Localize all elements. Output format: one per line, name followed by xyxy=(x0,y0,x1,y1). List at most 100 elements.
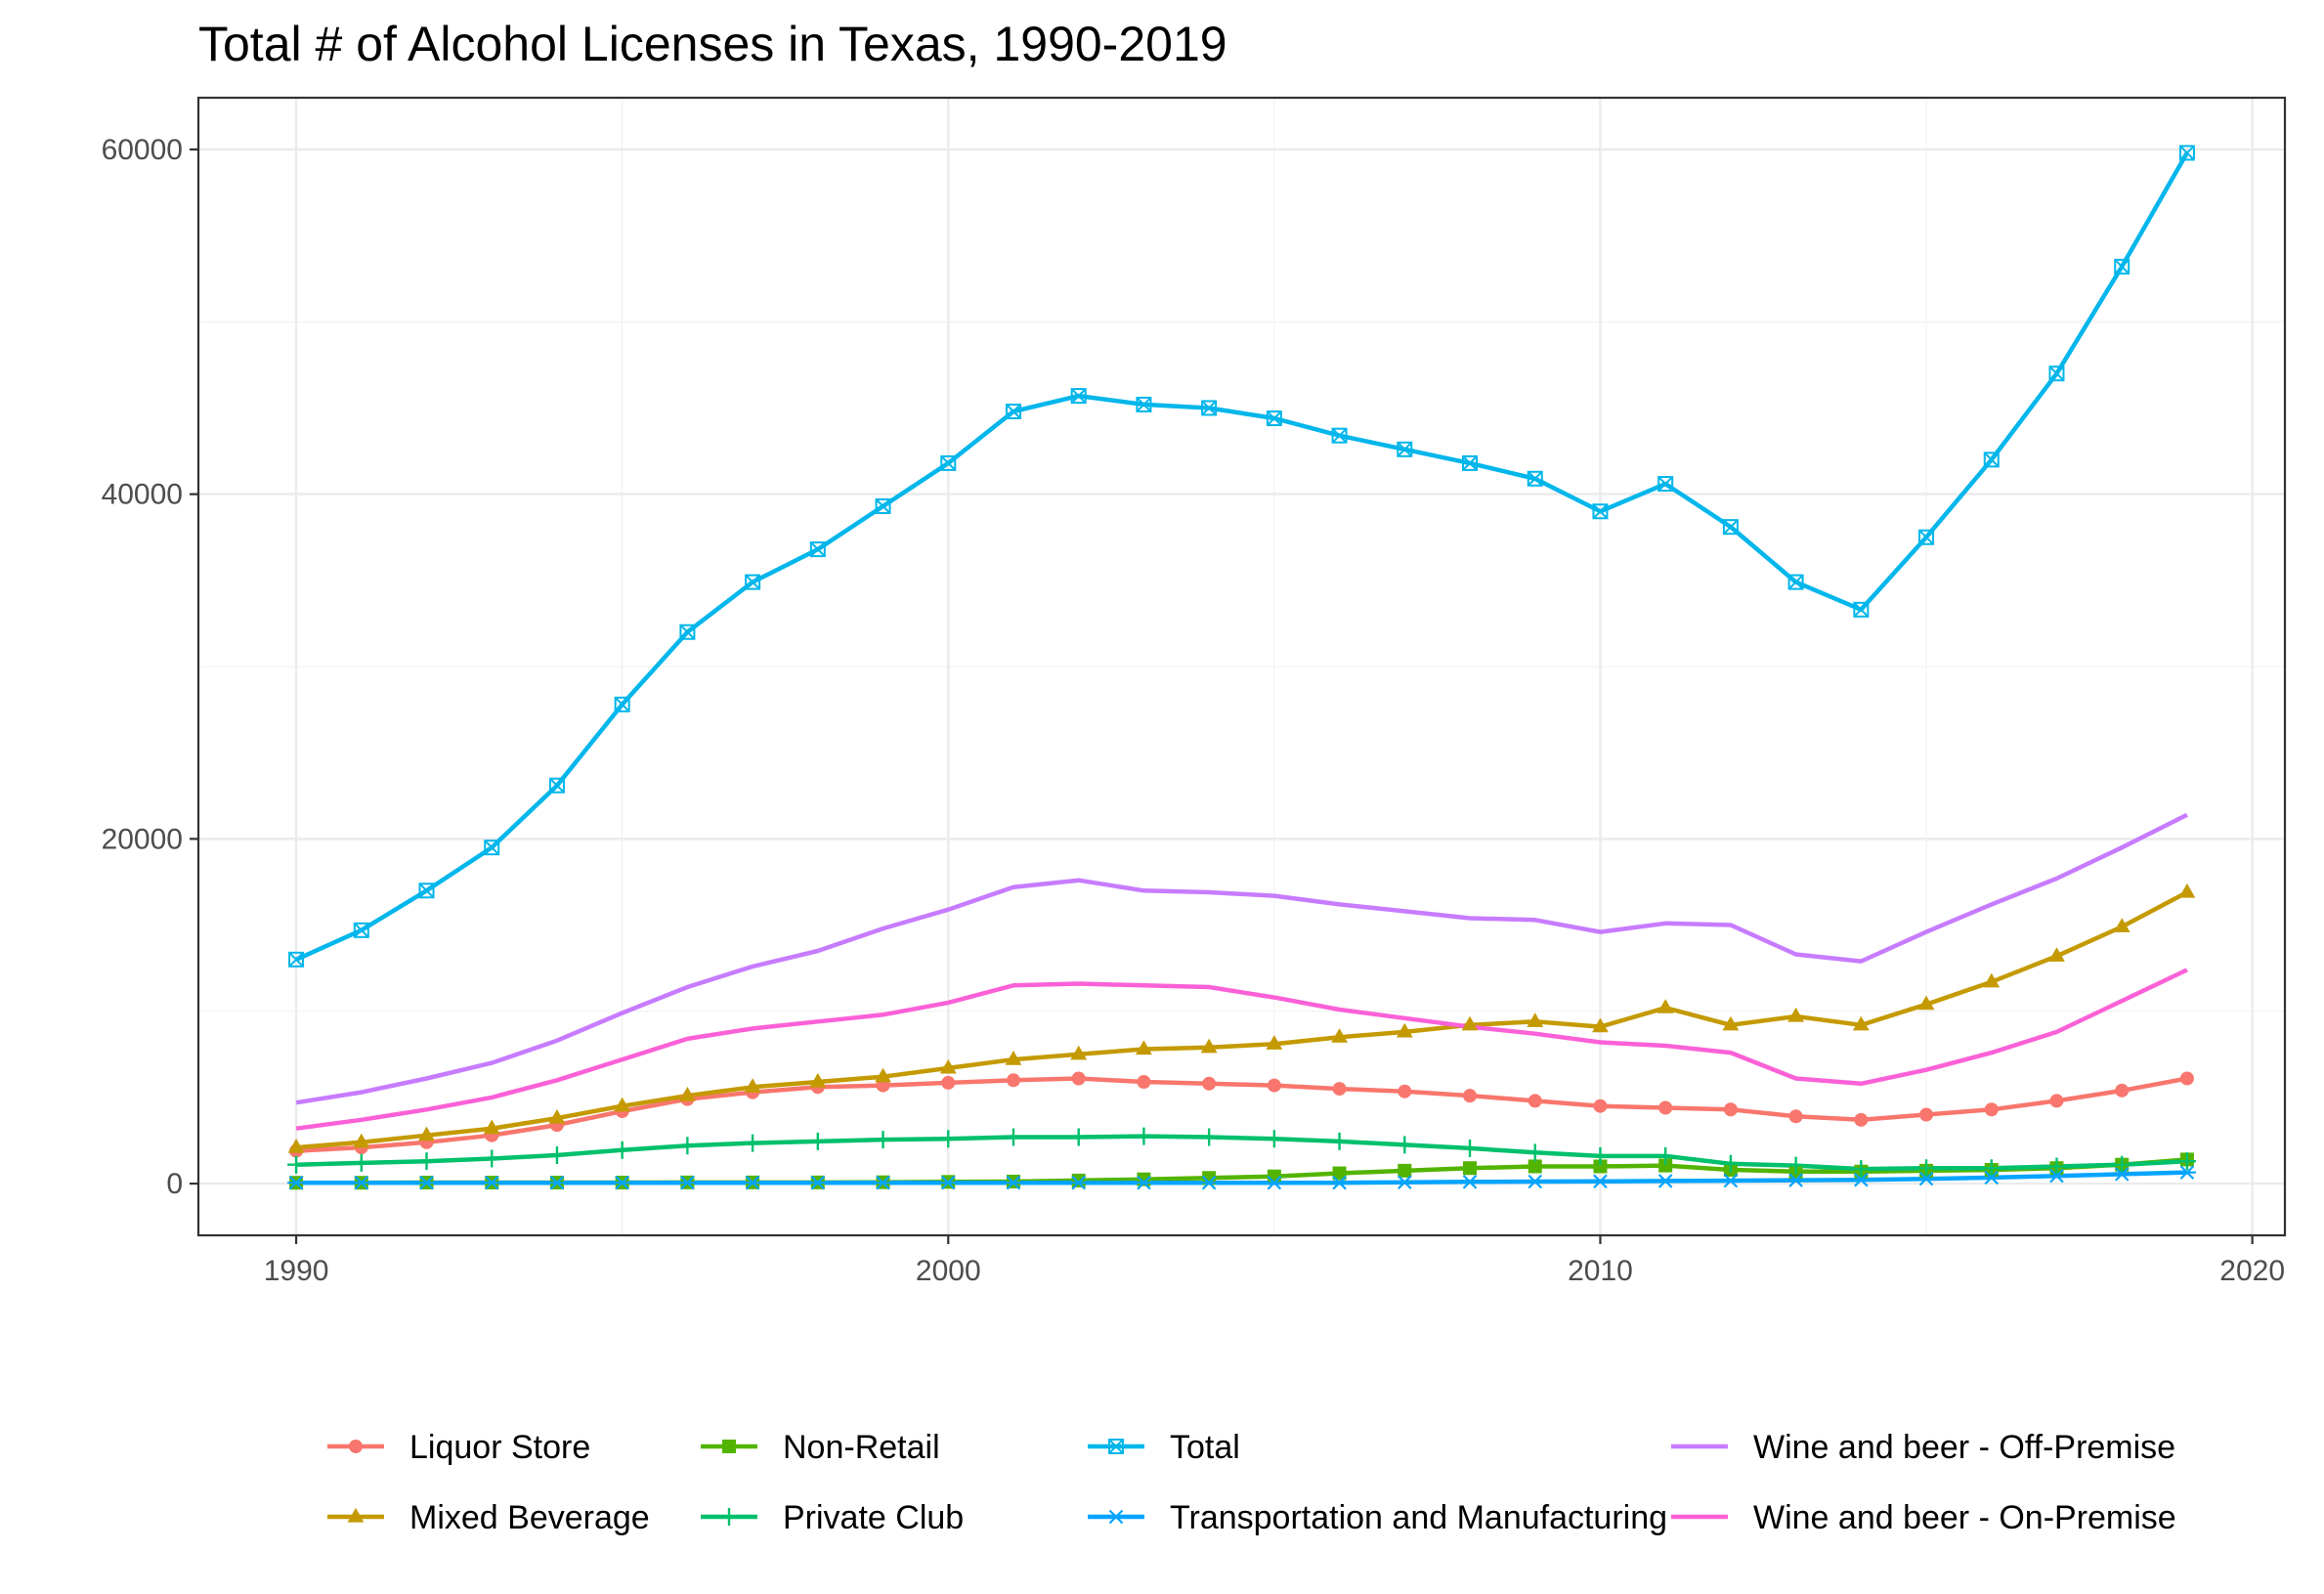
legend-key-marker xyxy=(349,1440,363,1453)
data-point-4-22 xyxy=(1722,519,1739,536)
data-point-5-7 xyxy=(744,1175,762,1190)
data-point-5-9 xyxy=(874,1175,892,1190)
data-point-1-21 xyxy=(1657,999,1674,1013)
y-tick-label: 20000 xyxy=(102,823,183,855)
data-point-1-4 xyxy=(548,1108,566,1124)
data-point-3-5 xyxy=(613,1141,631,1159)
data-point-4-16 xyxy=(1331,427,1348,444)
data-point-4-28 xyxy=(2114,258,2130,275)
data-point-3-3 xyxy=(483,1149,501,1168)
data-point-4-0 xyxy=(288,951,305,968)
data-point-4-26 xyxy=(1983,452,2000,468)
x-tick-label: 2020 xyxy=(2219,1255,2285,1287)
data-point-1-11 xyxy=(1005,1051,1022,1065)
data-point-5-2 xyxy=(417,1175,436,1190)
legend: Liquor Store Mixed Beverage Non-Retail Priv… xyxy=(327,1429,2176,1536)
data-point-1-0 xyxy=(287,1138,305,1153)
data-point-4-24 xyxy=(1853,601,1870,618)
data-point-4-21 xyxy=(1657,476,1674,493)
data-point-1-26 xyxy=(1983,972,2001,988)
data-point-2-18 xyxy=(1463,1161,1478,1176)
data-point-4-10 xyxy=(940,454,957,471)
data-point-0-29 xyxy=(2179,1071,2194,1086)
axis-labels: 1990 2000 2010 2020 0 20000 40000 60000 xyxy=(102,134,2285,1287)
data-point-3-26 xyxy=(1982,1159,2001,1178)
legend-item: Liquor Store xyxy=(327,1429,590,1466)
data-point-4-14 xyxy=(1201,400,1218,416)
data-point-4-18 xyxy=(1462,454,1479,471)
legend-key-marker xyxy=(347,1507,365,1523)
data-point-5-4 xyxy=(547,1175,566,1190)
data-point-5-28 xyxy=(2113,1167,2131,1182)
data-point-5-10 xyxy=(939,1175,958,1190)
data-point-1-9 xyxy=(875,1067,891,1083)
legend-item: Non-Retail xyxy=(701,1429,940,1466)
data-point-5-14 xyxy=(1200,1175,1219,1190)
data-point-5-22 xyxy=(1721,1173,1740,1188)
legend-label: Private Club xyxy=(783,1499,964,1536)
data-point-0-11 xyxy=(1006,1073,1020,1088)
data-point-5-21 xyxy=(1657,1174,1675,1188)
data-point-2-15 xyxy=(1267,1169,1281,1184)
data-point-5-11 xyxy=(1004,1175,1022,1190)
legend-item: Wine and beer - On-Premise xyxy=(1671,1499,2176,1536)
data-point-1-6 xyxy=(678,1087,696,1101)
data-point-1-23 xyxy=(1787,1007,1805,1022)
data-point-1-14 xyxy=(1200,1038,1218,1054)
data-point-1-18 xyxy=(1461,1015,1479,1031)
data-point-0-19 xyxy=(1528,1094,1542,1108)
legend-label: Wine and beer - Off-Premise xyxy=(1753,1429,2175,1466)
data-point-2-20 xyxy=(1593,1159,1608,1174)
data-point-1-24 xyxy=(1852,1015,1870,1031)
data-point-2-17 xyxy=(1398,1163,1412,1178)
data-point-4-29 xyxy=(2178,145,2195,161)
series-line-7 xyxy=(295,968,2188,1131)
chart-title: Total # of Alcohol Licenses in Texas, 19… xyxy=(198,17,1227,71)
data-point-3-25 xyxy=(1917,1159,1936,1178)
data-point-5-19 xyxy=(1526,1174,1544,1189)
data-point-4-23 xyxy=(1787,574,1804,590)
data-point-3-14 xyxy=(1200,1128,1219,1146)
data-point-5-15 xyxy=(1265,1175,1283,1190)
data-point-0-20 xyxy=(1593,1099,1608,1113)
data-point-4-6 xyxy=(679,624,696,640)
legend-item: Transportation and Manufacturing xyxy=(1088,1499,1667,1536)
data-point-1-8 xyxy=(809,1072,827,1088)
data-point-4-8 xyxy=(809,541,826,558)
legend-item: Mixed Beverage xyxy=(327,1499,650,1536)
data-point-1-17 xyxy=(1396,1022,1413,1038)
data-point-3-18 xyxy=(1461,1139,1480,1157)
data-point-4-11 xyxy=(1005,403,1021,419)
data-point-3-16 xyxy=(1330,1132,1349,1150)
data-point-0-13 xyxy=(1137,1075,1151,1090)
data-point-4-19 xyxy=(1527,470,1543,487)
data-point-4-1 xyxy=(353,922,369,938)
y-tick-label: 40000 xyxy=(102,479,183,511)
data-point-4-15 xyxy=(1266,410,1282,427)
data-point-4-7 xyxy=(745,574,761,590)
data-point-1-29 xyxy=(2178,883,2196,898)
data-point-0-26 xyxy=(1984,1102,1999,1117)
data-point-1-16 xyxy=(1331,1028,1348,1043)
data-point-5-16 xyxy=(1330,1175,1349,1190)
data-point-4-9 xyxy=(875,497,891,514)
data-point-3-6 xyxy=(678,1137,697,1155)
data-point-5-23 xyxy=(1786,1173,1805,1187)
data-point-2-14 xyxy=(1202,1171,1217,1185)
data-point-3-21 xyxy=(1657,1146,1675,1165)
data-point-3-12 xyxy=(1069,1128,1088,1146)
series-line-5 xyxy=(296,1170,2187,1185)
data-point-2-19 xyxy=(1528,1159,1542,1174)
data-point-5-18 xyxy=(1461,1175,1480,1189)
data-point-3-9 xyxy=(874,1131,892,1149)
series-lines xyxy=(295,151,2189,1185)
legend-key-marker xyxy=(720,1508,738,1526)
data-point-5-25 xyxy=(1917,1171,1936,1186)
data-point-4-4 xyxy=(548,777,565,794)
data-point-5-13 xyxy=(1135,1175,1153,1190)
data-point-5-6 xyxy=(678,1175,697,1190)
data-point-5-3 xyxy=(483,1175,501,1190)
data-point-1-28 xyxy=(2113,918,2130,932)
data-point-3-15 xyxy=(1265,1130,1283,1148)
